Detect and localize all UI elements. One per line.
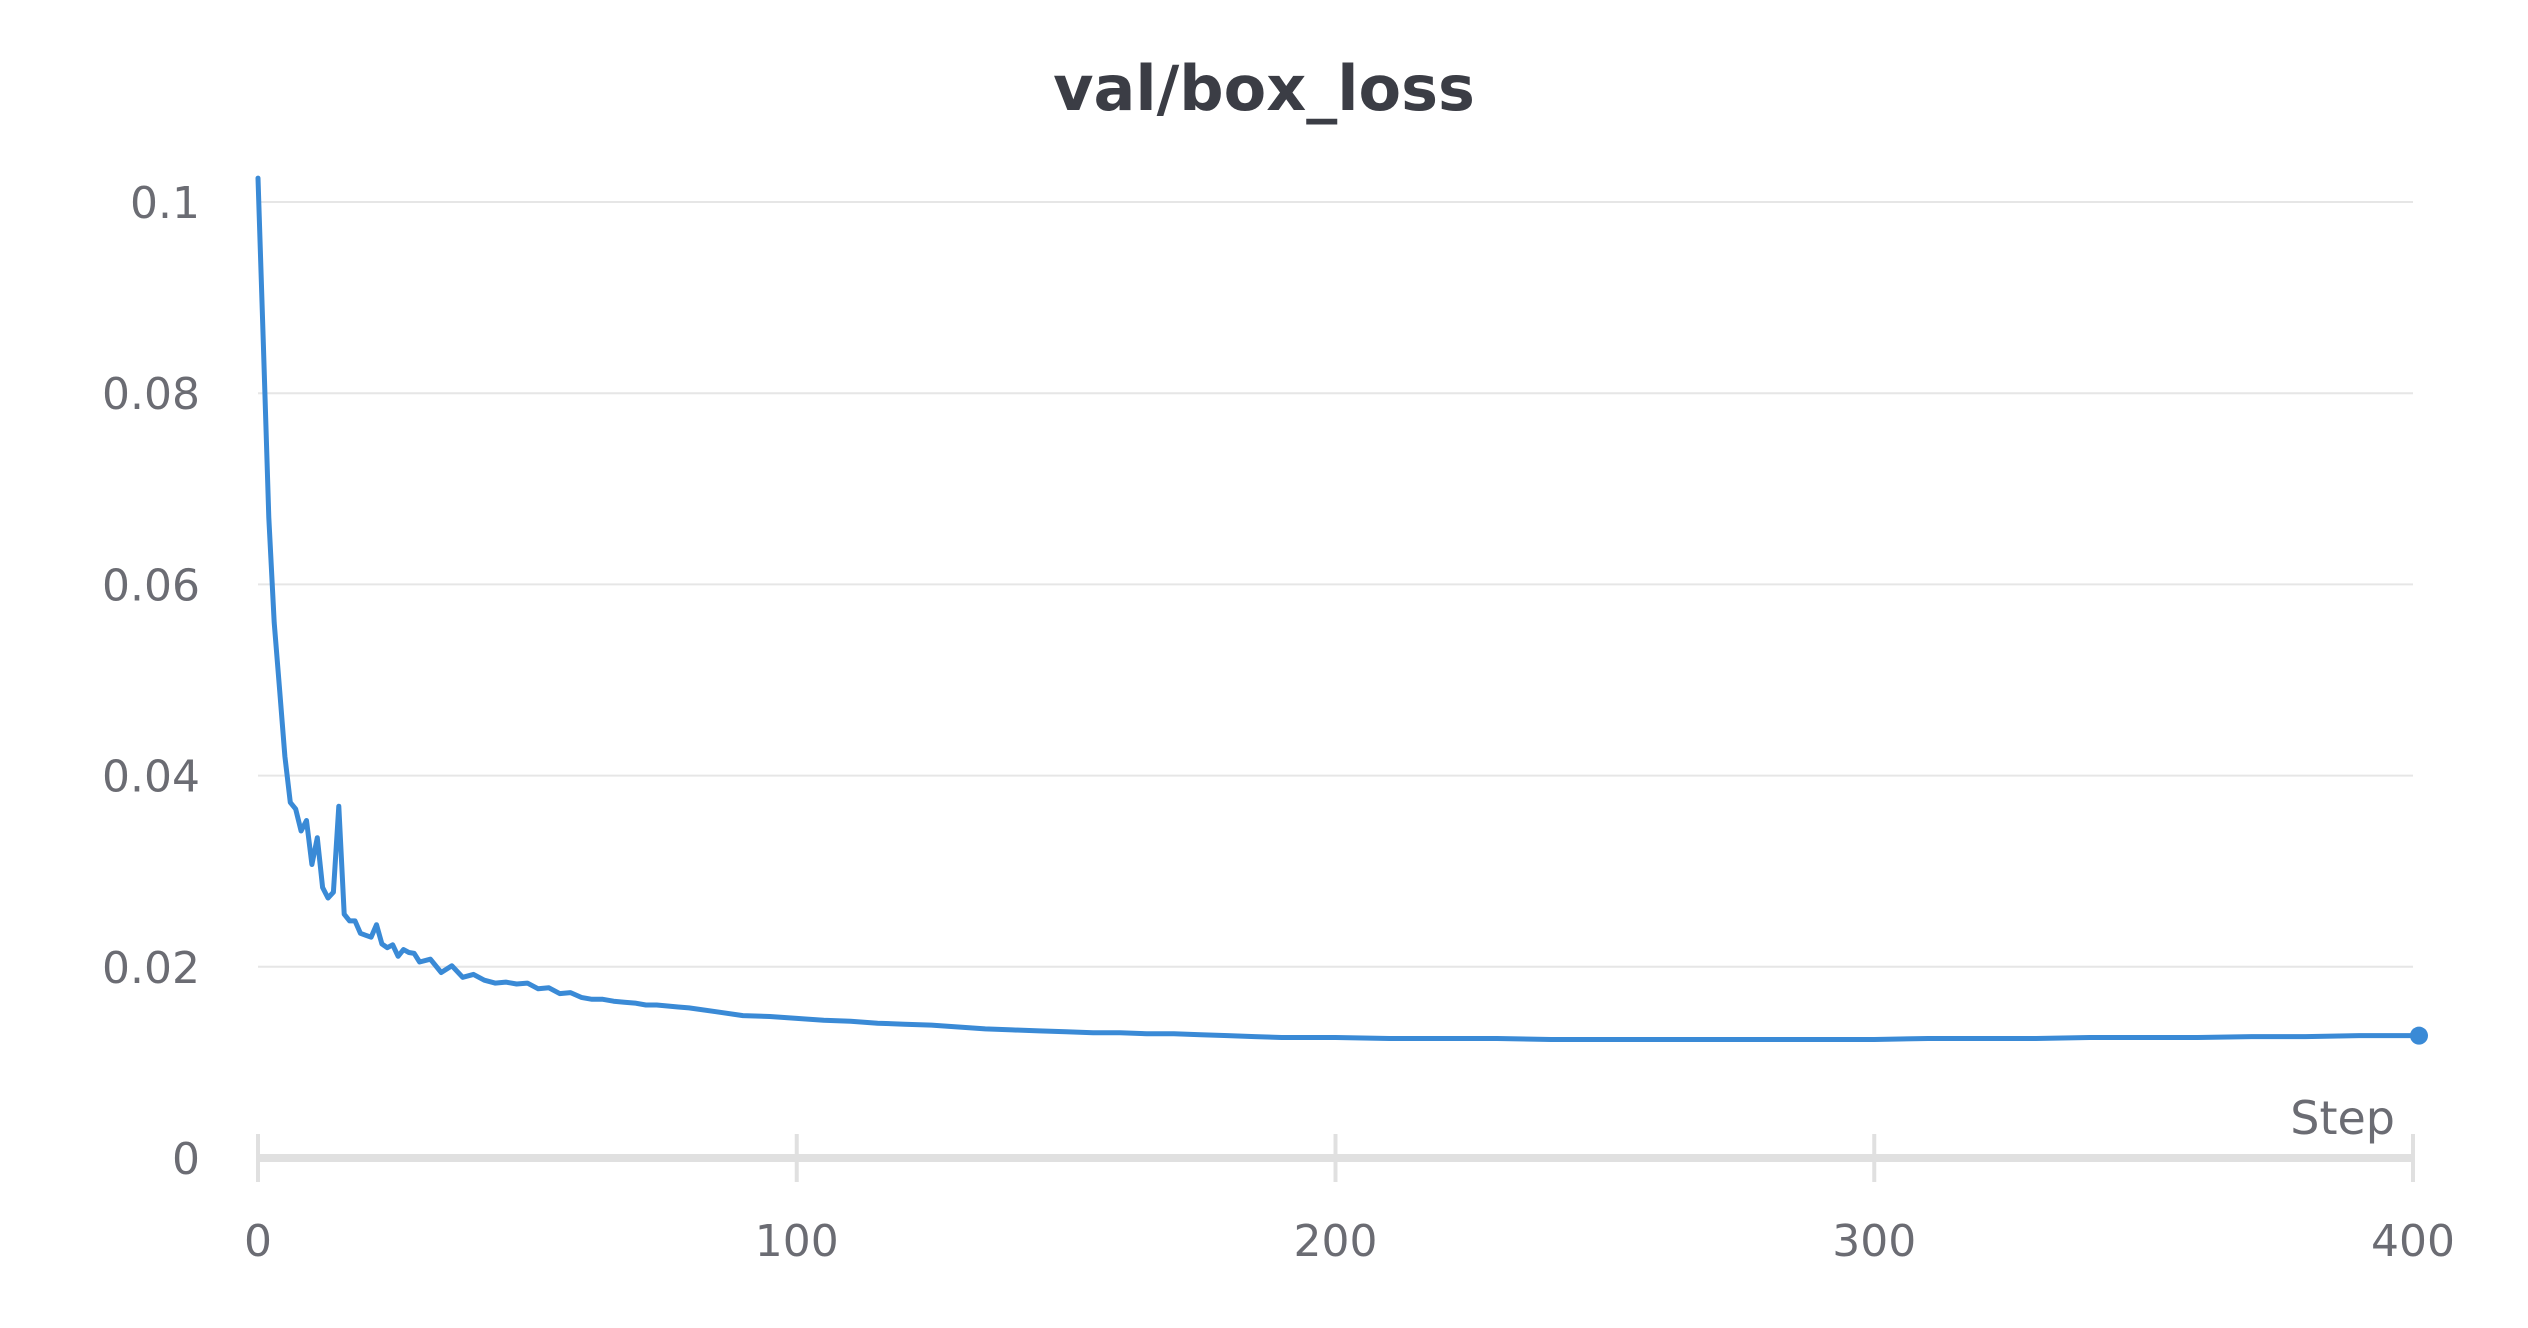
chart-title: val/box_loss — [1053, 52, 1475, 125]
x-axis-label: Step — [2290, 1091, 2395, 1145]
x-axis: 0 100 200 300 400 — [244, 1134, 2455, 1267]
y-tick-label: 0.02 — [102, 943, 200, 994]
y-tick-label: 0 — [172, 1134, 200, 1185]
y-axis-ticks: 0 0.02 0.04 0.06 0.08 0.1 — [102, 178, 200, 1185]
x-tick-label: 0 — [244, 1216, 272, 1267]
x-tick-label: 300 — [1832, 1216, 1916, 1267]
x-tick-label: 200 — [1294, 1216, 1378, 1267]
y-tick-label: 0.06 — [102, 560, 200, 611]
x-tick-label: 100 — [755, 1216, 839, 1267]
gridlines — [258, 201, 2413, 968]
y-tick-label: 0.08 — [102, 369, 200, 420]
x-tick-label: 400 — [2371, 1216, 2455, 1267]
y-tick-label: 0.04 — [102, 752, 200, 803]
series-line — [255, 175, 2416, 1042]
series-end-point[interactable] — [2410, 1026, 2428, 1045]
y-tick-label: 0.1 — [130, 178, 200, 229]
